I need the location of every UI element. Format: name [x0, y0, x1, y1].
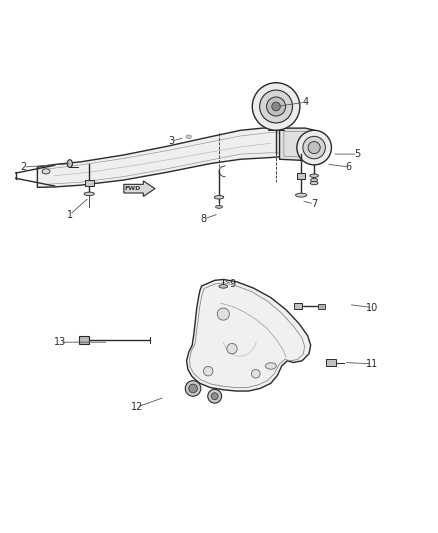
- Polygon shape: [124, 181, 155, 197]
- Circle shape: [185, 381, 201, 396]
- Ellipse shape: [310, 181, 318, 185]
- Ellipse shape: [67, 160, 72, 167]
- Text: 12: 12: [131, 402, 143, 412]
- FancyBboxPatch shape: [85, 181, 94, 187]
- Circle shape: [267, 97, 286, 116]
- Text: 6: 6: [346, 162, 352, 172]
- Circle shape: [211, 393, 218, 400]
- Text: 5: 5: [354, 149, 360, 159]
- Circle shape: [203, 366, 213, 376]
- Text: 8: 8: [201, 214, 207, 224]
- Polygon shape: [279, 128, 321, 160]
- FancyBboxPatch shape: [297, 173, 305, 179]
- Ellipse shape: [310, 174, 318, 177]
- Text: 13: 13: [54, 337, 66, 347]
- Circle shape: [217, 308, 230, 320]
- Text: FWD: FWD: [124, 186, 141, 191]
- Circle shape: [297, 130, 332, 165]
- Circle shape: [252, 83, 300, 130]
- FancyBboxPatch shape: [318, 304, 325, 309]
- Ellipse shape: [219, 285, 228, 288]
- Circle shape: [251, 369, 260, 378]
- Ellipse shape: [296, 193, 307, 197]
- Ellipse shape: [42, 169, 50, 174]
- Text: 4: 4: [302, 97, 308, 107]
- Ellipse shape: [265, 363, 276, 369]
- FancyBboxPatch shape: [79, 336, 89, 344]
- Circle shape: [208, 389, 222, 403]
- Ellipse shape: [84, 192, 95, 196]
- Circle shape: [308, 142, 320, 154]
- FancyBboxPatch shape: [326, 359, 336, 366]
- Circle shape: [272, 102, 280, 111]
- Text: 9: 9: [229, 279, 235, 289]
- Text: 2: 2: [21, 162, 27, 172]
- Text: 11: 11: [367, 359, 378, 369]
- Text: 10: 10: [367, 303, 378, 312]
- Polygon shape: [187, 279, 311, 391]
- Ellipse shape: [214, 196, 224, 199]
- Circle shape: [303, 136, 325, 159]
- Text: 3: 3: [168, 136, 174, 146]
- Text: 1: 1: [67, 209, 73, 220]
- Circle shape: [260, 90, 293, 123]
- Circle shape: [189, 384, 198, 393]
- Ellipse shape: [215, 205, 223, 208]
- Circle shape: [227, 343, 237, 354]
- Ellipse shape: [311, 178, 318, 182]
- FancyBboxPatch shape: [294, 303, 302, 309]
- Ellipse shape: [186, 135, 191, 139]
- Text: 7: 7: [311, 199, 317, 209]
- Polygon shape: [37, 128, 305, 188]
